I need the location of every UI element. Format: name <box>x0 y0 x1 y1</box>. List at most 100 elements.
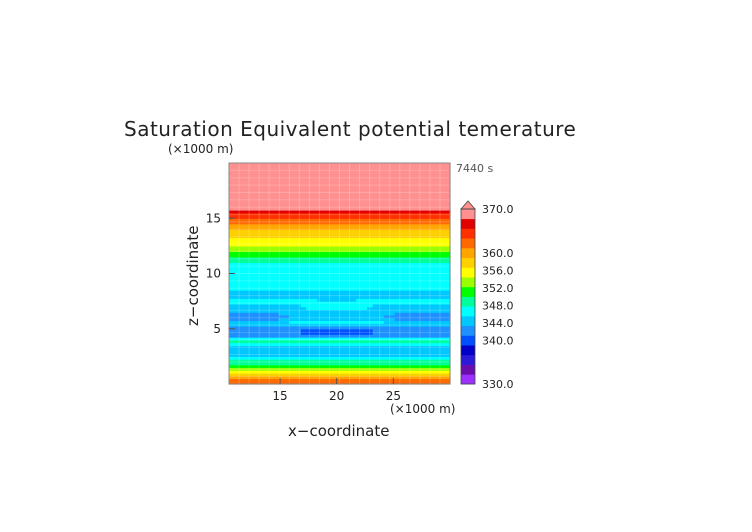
heatmap-cell <box>245 353 252 357</box>
heatmap-cell <box>350 204 357 208</box>
heatmap-cell <box>438 240 446 244</box>
heatmap-cell <box>256 276 263 280</box>
heatmap-cell <box>438 248 446 252</box>
heatmap-cell <box>339 243 346 247</box>
heatmap-cell <box>394 259 401 264</box>
heatmap-cell <box>245 174 252 178</box>
heatmap-cell <box>251 226 258 230</box>
heatmap-cell <box>295 212 302 217</box>
heatmap-cell <box>444 171 451 175</box>
heatmap-cell <box>422 226 429 230</box>
heatmap-cell <box>240 256 247 261</box>
heatmap-cell <box>416 279 423 283</box>
heatmap-cell <box>383 334 390 338</box>
heatmap-cell <box>411 339 418 344</box>
heatmap-cell <box>245 361 252 366</box>
heatmap-cell <box>405 198 412 203</box>
heatmap-cell <box>378 201 385 206</box>
heatmap-cell <box>333 251 341 255</box>
heatmap-cell <box>317 361 324 366</box>
heatmap-cell <box>356 270 363 275</box>
heatmap-cell <box>367 207 374 211</box>
heatmap-cell <box>444 165 451 170</box>
heatmap-cell <box>245 292 252 297</box>
heatmap-cell <box>306 212 313 217</box>
heatmap-cell <box>372 345 379 349</box>
heatmap-cell <box>333 207 341 211</box>
heatmap-cell <box>394 361 401 366</box>
heatmap-cell <box>245 196 252 200</box>
heatmap-cell <box>378 215 385 219</box>
heatmap-cell <box>427 378 435 382</box>
heatmap-cell <box>256 353 263 357</box>
heatmap-cell <box>339 306 346 311</box>
heatmap-cell <box>389 364 396 369</box>
heatmap-cell <box>422 212 429 217</box>
heatmap-cell <box>256 165 263 170</box>
heatmap-cell <box>311 381 318 385</box>
heatmap-cell <box>317 364 324 369</box>
heatmap-cell <box>372 353 379 357</box>
heatmap-cell <box>405 185 412 189</box>
heatmap-cell <box>350 353 357 357</box>
heatmap-cell <box>400 215 407 219</box>
heatmap-cell <box>240 215 247 219</box>
heatmap-cell <box>400 334 407 338</box>
heatmap-cell <box>229 312 236 316</box>
heatmap-cell <box>400 196 407 200</box>
heatmap-cell <box>251 185 258 189</box>
heatmap-cell <box>350 284 357 288</box>
heatmap-cell <box>394 348 401 352</box>
heatmap-cell <box>245 290 252 294</box>
heatmap-cell <box>322 303 330 308</box>
heatmap-cell <box>284 232 291 236</box>
heatmap-cell <box>356 163 363 167</box>
heatmap-cell <box>273 276 280 280</box>
heatmap-cell <box>311 182 318 186</box>
heatmap-cell <box>345 201 352 206</box>
heatmap-cell <box>284 174 291 178</box>
heatmap-cell <box>367 270 374 275</box>
heatmap-cell <box>229 284 236 288</box>
heatmap-cell <box>245 337 252 341</box>
heatmap-cell <box>229 207 236 211</box>
heatmap-cell <box>339 372 346 377</box>
heatmap-cell <box>229 248 236 252</box>
heatmap-cell <box>372 284 379 288</box>
heatmap-cell <box>262 265 269 269</box>
heatmap-cell <box>345 331 352 335</box>
heatmap-cell <box>361 251 368 255</box>
heatmap-cell <box>311 375 318 380</box>
heatmap-cell <box>322 248 330 252</box>
heatmap-cell <box>273 312 280 316</box>
heatmap-cell <box>411 364 418 369</box>
heatmap-cell <box>251 314 258 319</box>
heatmap-cell <box>322 237 330 241</box>
heatmap-cell <box>289 303 296 308</box>
heatmap-cell <box>229 229 236 233</box>
heatmap-cell <box>422 325 429 330</box>
heatmap-cell <box>356 284 363 288</box>
heatmap-cell <box>234 273 241 277</box>
heatmap-cell <box>300 270 307 275</box>
heatmap-cell <box>383 190 390 194</box>
heatmap-cell <box>367 212 374 217</box>
heatmap-cell <box>389 226 396 230</box>
heatmap-cell <box>367 303 374 308</box>
heatmap-cell <box>394 337 401 341</box>
heatmap-cell <box>383 176 390 181</box>
heatmap-cell <box>273 174 280 178</box>
heatmap-cell <box>372 367 379 371</box>
heatmap-cell <box>394 350 401 355</box>
heatmap-cell <box>300 218 307 222</box>
heatmap-cell <box>262 254 269 258</box>
heatmap-cell <box>400 163 407 167</box>
x-tick-label: 20 <box>329 389 344 403</box>
heatmap-cell <box>405 251 412 255</box>
heatmap-cell <box>372 262 379 266</box>
heatmap-cell <box>278 223 285 228</box>
heatmap-cell <box>356 303 363 308</box>
heatmap-cell <box>405 325 412 330</box>
heatmap-cell <box>333 254 341 258</box>
